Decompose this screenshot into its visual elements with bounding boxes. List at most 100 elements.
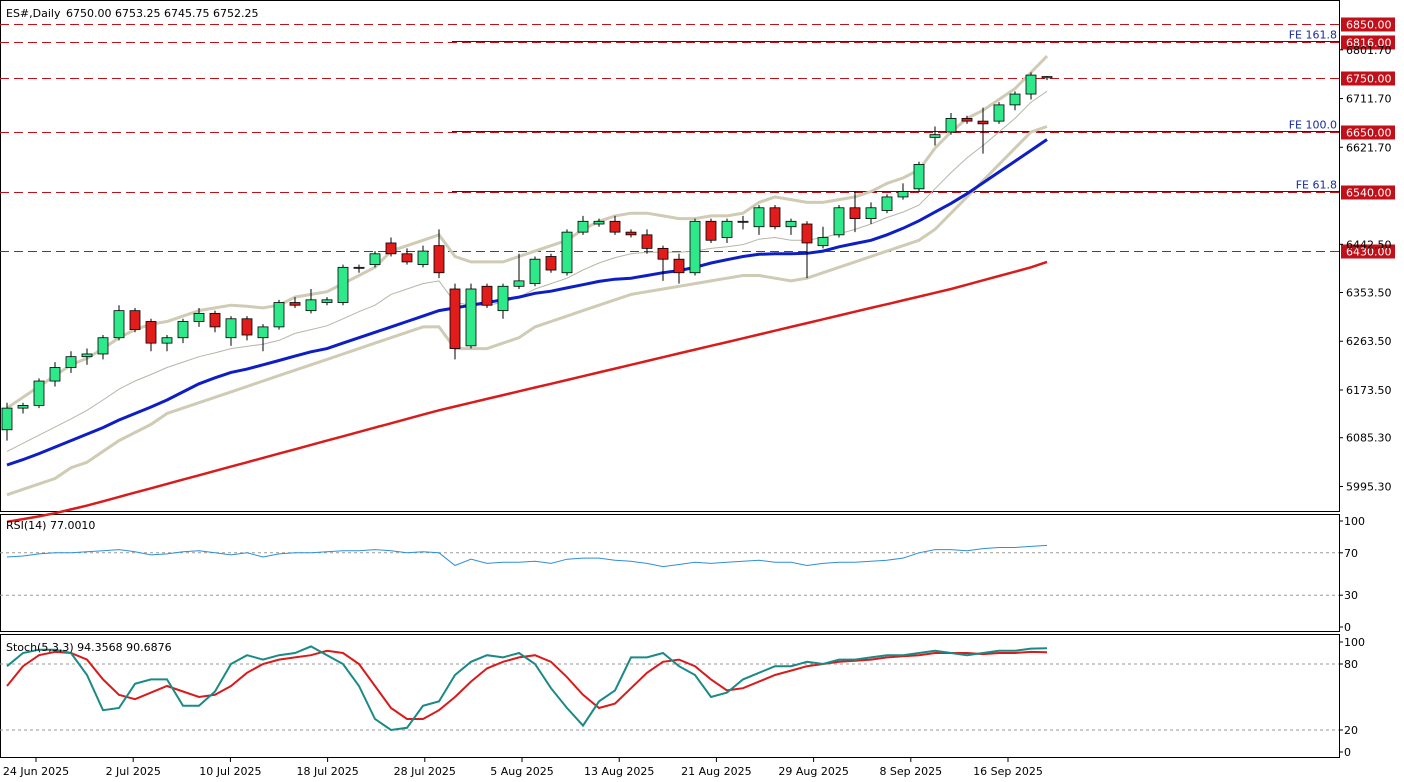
level-tag-label: 6850.00: [1346, 19, 1392, 32]
candle: [209, 310, 221, 333]
level-tag: [1341, 185, 1395, 200]
price-tick-label: 6353.50: [1346, 287, 1392, 300]
bull-candle-body: [225, 318, 237, 339]
bull-candle-body: [737, 220, 749, 223]
bull-candle-body: [1041, 76, 1053, 79]
bull-candle-body: [33, 380, 45, 406]
price-tick-label: 6263.50: [1346, 335, 1392, 348]
bull-candle-body: [273, 302, 285, 328]
bull-candle-body: [1009, 93, 1021, 106]
date-tick-label: 28 Jul 2025: [394, 765, 456, 778]
rsi-tick-label: 100: [1344, 515, 1365, 528]
bear-candle-body: [449, 288, 461, 349]
bull-candle-body: [881, 196, 893, 211]
candle: [193, 307, 205, 327]
date-tick-label: 24 Jun 2025: [3, 765, 69, 778]
candle: [609, 215, 621, 235]
candle: [545, 253, 557, 273]
candle: [849, 191, 861, 233]
candle: [657, 245, 669, 281]
bull-candle-body: [785, 220, 797, 228]
bull-candle-body: [513, 280, 525, 287]
candle: [353, 264, 365, 273]
candle: [241, 316, 253, 341]
candle: [817, 226, 829, 249]
fib-label: FE 61.8: [1296, 179, 1337, 192]
level-tag: [1341, 71, 1395, 86]
bear-candle-body: [401, 253, 413, 263]
level-tag-label: 6650.00: [1346, 127, 1392, 140]
date-tick-label: 29 Aug 2025: [778, 765, 848, 778]
candle: [161, 335, 173, 352]
candle: [321, 297, 333, 306]
candle: [417, 245, 429, 268]
price-axis-ticks: 6801.70 6711.70 6621.70 6442.50 6353.50 6263.…: [1339, 44, 1392, 493]
candle: [433, 229, 445, 279]
bull-candle-body: [161, 337, 173, 344]
candle: [977, 107, 989, 154]
candle: [801, 221, 813, 279]
stoch-panel[interactable]: [0, 634, 1340, 758]
candle: [289, 297, 301, 308]
rsi-panel[interactable]: [0, 514, 1340, 632]
candle: [913, 161, 925, 192]
candle: [1009, 91, 1021, 111]
bear-candle-body: [145, 321, 157, 344]
candle: [785, 218, 797, 235]
candle: [881, 194, 893, 214]
bear-candle-body: [289, 302, 301, 306]
candlesticks[interactable]: [1, 72, 1053, 441]
candle: [129, 307, 141, 333]
candle: [897, 183, 909, 200]
bull-candle-body: [321, 299, 333, 303]
date-tick-label: 16 Sep 2025: [973, 765, 1043, 778]
candle: [689, 218, 701, 276]
bull-candle-body: [353, 266, 365, 269]
price-tick-label: 5995.30: [1346, 480, 1392, 493]
candle: [369, 251, 381, 268]
price-tick-label: 6173.50: [1346, 384, 1392, 397]
rsi-label: RSI(14) 77.0010: [6, 519, 95, 532]
bull-candle-body: [833, 207, 845, 236]
bull-candle-body: [753, 207, 765, 228]
stoch-main-line: [6, 645, 1048, 732]
bear-candle-body: [673, 258, 685, 274]
candle: [865, 202, 877, 225]
candle: [337, 264, 349, 306]
bear-candle-body: [241, 318, 253, 336]
bollinger-mid: [6, 90, 1048, 452]
bear-candle-body: [849, 207, 861, 219]
stoch-tick-label: 80: [1344, 658, 1358, 671]
candle: [625, 229, 637, 238]
date-tick-label: 10 Jul 2025: [199, 765, 261, 778]
rsi-tick-label: 0: [1344, 621, 1351, 634]
bear-candle-body: [657, 247, 669, 260]
price-panel[interactable]: [0, 0, 1340, 512]
bull-candle-body: [577, 220, 589, 233]
bear-candle-body: [641, 234, 653, 249]
bear-candle-body: [625, 231, 637, 236]
candle: [17, 402, 29, 414]
bull-candle-body: [193, 312, 205, 322]
date-tick-label: 21 Aug 2025: [681, 765, 751, 778]
candle: [257, 324, 269, 352]
candle: [577, 215, 589, 235]
rsi-line: [6, 544, 1048, 568]
candle: [961, 115, 973, 124]
candle: [145, 318, 157, 352]
bear-candle-body: [961, 118, 973, 122]
bull-candle-body: [337, 266, 349, 303]
bull-candle-body: [929, 134, 941, 138]
price-levels: FE 161.8 FE 100.0 FE 61.8: [0, 24, 1339, 252]
bull-candle-body: [369, 253, 381, 266]
rsi-indicator: 100 70 30 0: [0, 515, 1365, 634]
bear-candle-body: [209, 312, 221, 328]
candle: [721, 218, 733, 243]
fib-label: FE 161.8: [1289, 29, 1337, 42]
bollinger-lower: [6, 125, 1048, 497]
price-tick-label: 6711.70: [1346, 93, 1392, 106]
candle: [641, 229, 653, 254]
candle: [177, 318, 189, 344]
level-tag-label: 6816.00: [1346, 37, 1392, 50]
